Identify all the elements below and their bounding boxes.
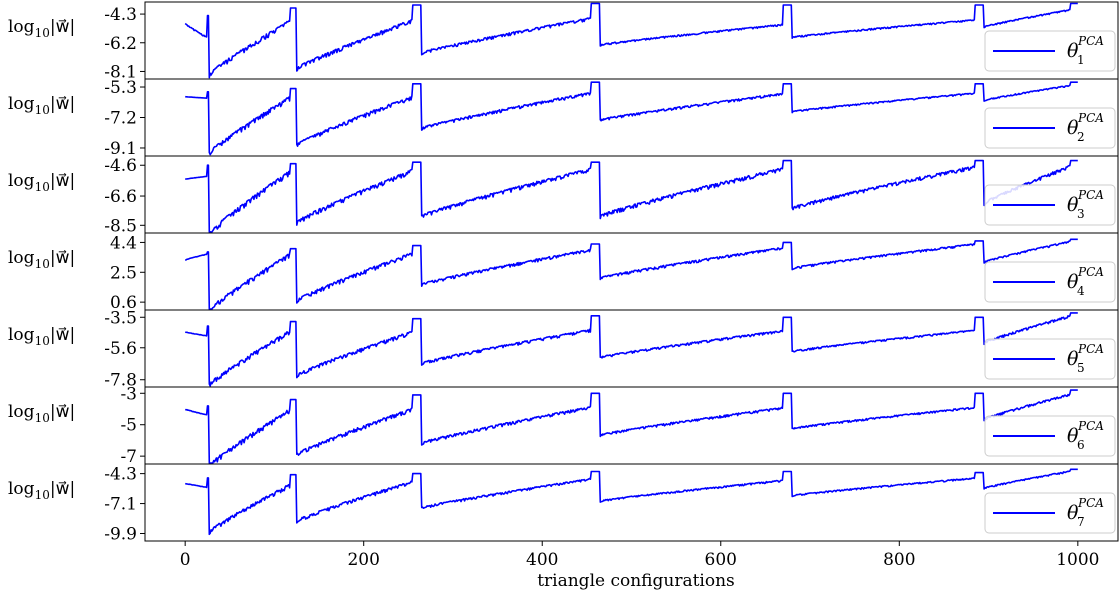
subplot-4: 4.4 2.5 0.6 log10|w⃗| θ PCA 4 [8,232,1119,313]
y-axis-label: log10|w⃗| [8,325,75,348]
legend-superscript: PCA [1077,419,1104,433]
legend-subscript: 5 [1077,361,1085,375]
x-axis-label: triangle configurations [537,571,735,591]
series-line [184,389,1078,464]
series-line [185,312,1078,387]
legend-subscript: 2 [1077,130,1085,144]
legend-superscript: PCA [1077,342,1104,356]
x-tick-label: 600 [705,550,737,570]
y-tick-label: -3.5 [104,308,137,328]
y-tick-label: -4.6 [104,156,137,176]
y-tick-label: -9.9 [104,525,137,545]
legend-label: θ [1067,271,1079,293]
legend-label: θ [1067,40,1079,62]
y-tick-label: -6.6 [104,187,137,207]
x-tick-label: 400 [526,550,558,570]
y-tick-label: 2.5 [110,263,137,283]
subplot-5: -3.5 -5.6 -7.8 log10|w⃗| θ PCA 5 [8,308,1119,391]
legend-subscript: 3 [1077,207,1085,221]
legend-superscript: PCA [1077,265,1104,279]
legend-label: θ [1067,348,1079,370]
y-tick-label: -4.3 [104,5,137,25]
y-tick-label: -7.8 [104,371,137,391]
y-tick-label: -5 [120,416,137,436]
x-tick-label: 800 [883,550,915,570]
x-tick-label: 1000 [1056,550,1099,570]
subplot-frame [144,463,1119,542]
series-line [185,159,1078,233]
y-tick-label: -5.6 [104,339,137,359]
legend-subscript: 1 [1077,53,1085,67]
subplot-3: -4.6 -6.6 -8.5 log10|w⃗| θ PCA 3 [8,155,1119,236]
y-tick-label: -8.1 [104,62,137,82]
legend-label: θ [1067,194,1079,216]
x-tick-label: 0 [180,550,191,570]
legend-label: θ [1067,502,1079,524]
legend-label: θ [1067,425,1079,447]
y-tick-label: -9.1 [104,139,137,159]
y-tick-label: -7 [120,447,137,467]
y-tick-label: -8.5 [104,216,137,236]
legend-superscript: PCA [1077,34,1104,48]
legend-subscript: 4 [1077,284,1085,298]
y-axis-label: log10|w⃗| [8,17,75,40]
y-tick-label: -4.3 [104,465,137,485]
legend-subscript: 6 [1077,438,1085,452]
legend-superscript: PCA [1077,496,1104,510]
y-tick-label: 4.4 [110,233,137,253]
series-line [184,2,1078,79]
subplot-frame [144,386,1119,465]
y-tick-label: -7.1 [104,495,137,515]
x-axis: 0 200 400 600 800 1000 [180,541,1099,570]
y-tick-label: -7.2 [104,109,137,129]
subplot-1: -4.3 -6.2 -8.1 log10|w⃗| θ PCA 1 [8,1,1119,82]
legend-subscript: 7 [1077,515,1085,529]
y-tick-label: -6.2 [104,34,137,54]
x-tick-label: 200 [347,550,379,570]
subplot-6: -3 -5 -7 log10|w⃗| θ PCA 6 [8,384,1119,467]
y-axis-label: log10|w⃗| [8,479,75,502]
y-axis-label: log10|w⃗| [8,171,75,194]
y-tick-label: 0.6 [110,293,137,313]
y-tick-label: -3 [120,384,137,404]
y-axis-label: log10|w⃗| [8,248,75,271]
subplot-7: -4.3 -7.1 -9.9 log10|w⃗| θ PCA 7 [8,463,1119,545]
y-tick-label: -5.3 [104,78,137,98]
series-line [184,238,1078,310]
legend-superscript: PCA [1077,111,1104,125]
subplot-2: -5.3 -7.2 -9.1 log10|w⃗| θ PCA 2 [8,78,1119,159]
series-line [185,468,1078,536]
y-axis-label: log10|w⃗| [8,94,75,117]
legend-superscript: PCA [1077,188,1104,202]
legend-label: θ [1067,117,1079,139]
y-axis-label: log10|w⃗| [8,402,75,425]
series-line [185,81,1078,156]
